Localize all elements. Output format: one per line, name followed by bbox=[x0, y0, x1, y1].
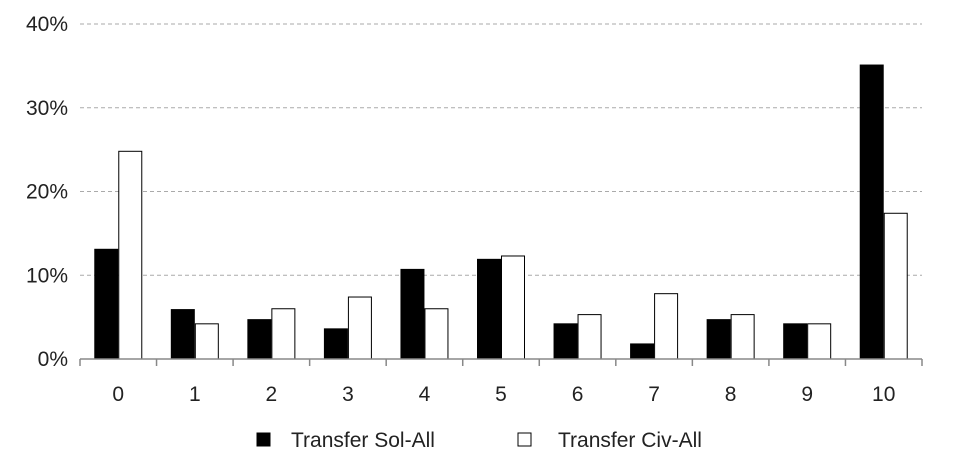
bar-sol-7 bbox=[630, 343, 655, 360]
bar-civ-8 bbox=[730, 314, 755, 360]
gridlines bbox=[80, 23, 922, 276]
y-tick-label: 40% bbox=[26, 13, 68, 36]
bar-sol-3 bbox=[323, 328, 348, 360]
x-tick-label: 4 bbox=[419, 383, 431, 406]
bar-sol-1 bbox=[170, 309, 195, 360]
bar-sol-10 bbox=[859, 64, 884, 360]
bar-sol-6 bbox=[553, 323, 578, 360]
x-tick-label: 2 bbox=[266, 383, 278, 406]
x-tick-label: 1 bbox=[189, 383, 201, 406]
x-tick-label: 9 bbox=[801, 383, 813, 406]
y-axis-tick-labels: 0% 10% 20% 30% 40% bbox=[26, 13, 68, 371]
x-tick-label: 6 bbox=[572, 383, 584, 406]
x-tick-label: 0 bbox=[112, 383, 124, 406]
x-axis-tick-labels: 0 1 2 3 4 5 6 7 8 9 10 bbox=[112, 383, 895, 406]
legend-swatch-sol bbox=[256, 432, 271, 447]
bar-civ-2 bbox=[271, 308, 296, 360]
y-tick-label: 20% bbox=[26, 181, 68, 204]
bar-civ-6 bbox=[577, 314, 602, 360]
legend-label-sol: Transfer Sol-All bbox=[291, 429, 435, 452]
x-tick-label: 8 bbox=[725, 383, 737, 406]
bar-sol-0 bbox=[94, 248, 119, 360]
bar-sol-4 bbox=[400, 268, 425, 360]
bar-civ-5 bbox=[501, 255, 525, 360]
bar-sol-8 bbox=[706, 319, 731, 360]
y-tick-label: 30% bbox=[26, 97, 68, 120]
x-tick-label: 10 bbox=[872, 383, 895, 406]
bar-sol-5 bbox=[477, 258, 501, 360]
x-tick-label: 3 bbox=[342, 383, 354, 406]
bar-civ-9 bbox=[807, 323, 832, 360]
bar-sol-2 bbox=[247, 319, 272, 360]
bar-civ-1 bbox=[194, 323, 219, 360]
x-axis bbox=[79, 358, 923, 366]
legend-label-civ: Transfer Civ-All bbox=[558, 429, 702, 452]
bars bbox=[94, 64, 908, 360]
bar-civ-10 bbox=[883, 212, 908, 360]
y-tick-label: 0% bbox=[38, 348, 68, 371]
y-tick-label: 10% bbox=[26, 264, 68, 287]
legend: Transfer Sol-All Transfer Civ-All bbox=[256, 429, 702, 452]
x-tick-label: 7 bbox=[648, 383, 660, 406]
bar-civ-0 bbox=[118, 150, 143, 360]
bar-sol-9 bbox=[783, 323, 808, 360]
bar-civ-4 bbox=[424, 308, 449, 360]
bar-civ-7 bbox=[654, 293, 679, 360]
x-tick-label: 5 bbox=[495, 383, 507, 406]
legend-swatch-civ bbox=[517, 432, 532, 447]
bar-civ-3 bbox=[347, 296, 372, 360]
